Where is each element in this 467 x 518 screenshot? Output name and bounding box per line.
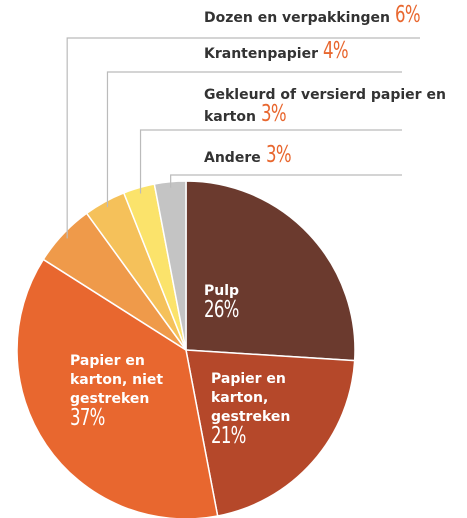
slice-label: Andere 3% [204, 142, 300, 168]
leader-line [139, 129, 402, 194]
leader-line [106, 71, 402, 208]
percent-label: 3% [265, 142, 292, 168]
slice-label: Papier en karton, gestreken 21% [211, 370, 316, 449]
leader-line [170, 174, 402, 188]
percent-label: 3% [260, 101, 287, 127]
percent-label: 6% [394, 2, 421, 28]
percent-label: 37% [70, 405, 105, 431]
percent-label: 26% [204, 297, 239, 323]
slice-label: Gekleurd of versierd papier en karton 3% [204, 86, 467, 127]
category-name: Gekleurd of versierd papier en karton [204, 87, 446, 125]
category-name: Dozen en verpakkingen [204, 10, 390, 26]
percent-label: 4% [322, 38, 349, 64]
category-name: Krantenpapier [204, 46, 319, 62]
pie-slice [185, 349, 356, 517]
category-name: Pulp [204, 283, 240, 299]
slice-label: Papier en karton, niet gestreken 37% [70, 352, 185, 431]
category-name: Andere [204, 150, 261, 166]
slice-label: Krantenpapier 4% [204, 38, 357, 64]
pie-slice [185, 180, 356, 362]
percent-label: 21% [211, 423, 246, 449]
slice-label: Pulp 26% [204, 282, 324, 323]
slice-label: Dozen en verpakkingen 6% [204, 2, 429, 28]
category-name: Papier en karton, gestreken [211, 371, 291, 425]
category-name: Papier en karton, niet gestreken [70, 353, 164, 407]
leader-line [66, 37, 420, 239]
